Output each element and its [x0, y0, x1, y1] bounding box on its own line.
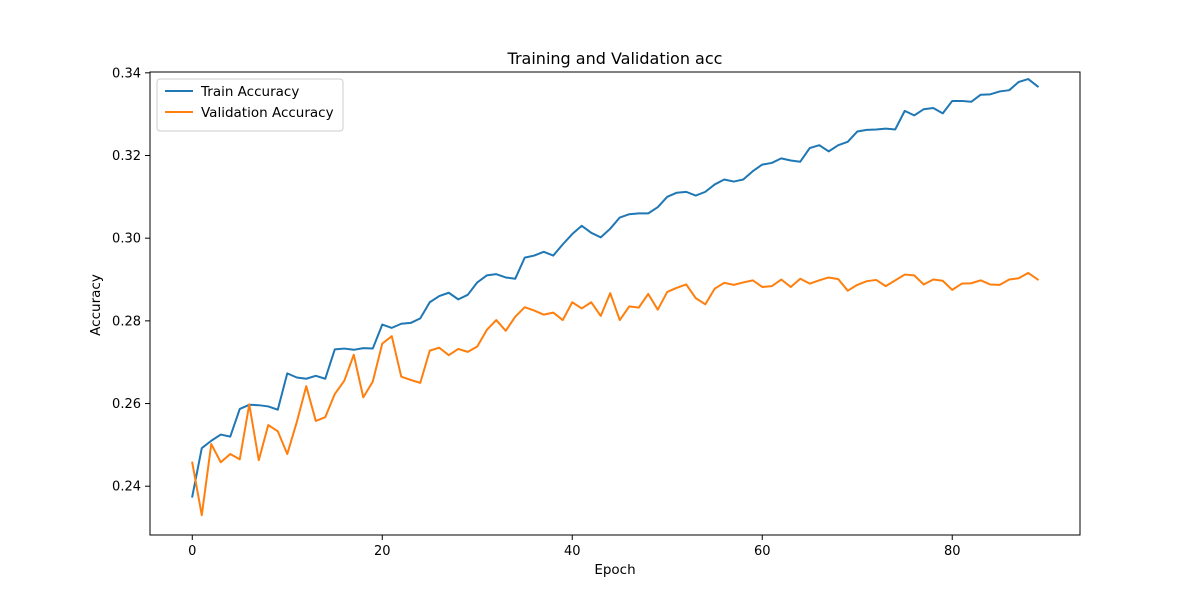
x-tick-label: 40: [564, 544, 581, 559]
series-line-validation-accuracy: [191, 271, 1040, 517]
legend-label: Validation Accuracy: [201, 105, 334, 121]
x-tick-label: 0: [188, 544, 196, 559]
legend-frame: [156, 78, 344, 132]
y-tick-label: 0.30: [112, 232, 141, 247]
y-tick-label: 0.24: [112, 480, 141, 495]
x-tick-label: 80: [944, 544, 961, 559]
legend: Train Accuracy Validation Accuracy: [156, 78, 344, 132]
plot-frame: [149, 71, 1081, 536]
chart-title: Training and Validation acc: [507, 49, 723, 68]
y-tick-label: 0.26: [112, 397, 141, 412]
y-tick-label: 0.28: [112, 314, 141, 329]
x-axis-title: Epoch: [594, 562, 635, 578]
x-tick-label: 60: [754, 544, 771, 559]
y-tick-label: 0.34: [112, 66, 141, 81]
plot-area: 0 20 40 60 80 0.24 0.26 0.28 0.30 0.32 0.34: [112, 66, 1081, 559]
x-tick-label: 20: [374, 544, 391, 559]
legend-label: Train Accuracy: [200, 84, 299, 100]
y-tick-label: 0.32: [112, 149, 141, 164]
series-line-train-accuracy: [191, 78, 1040, 498]
y-axis-title: Accuracy: [88, 274, 104, 336]
